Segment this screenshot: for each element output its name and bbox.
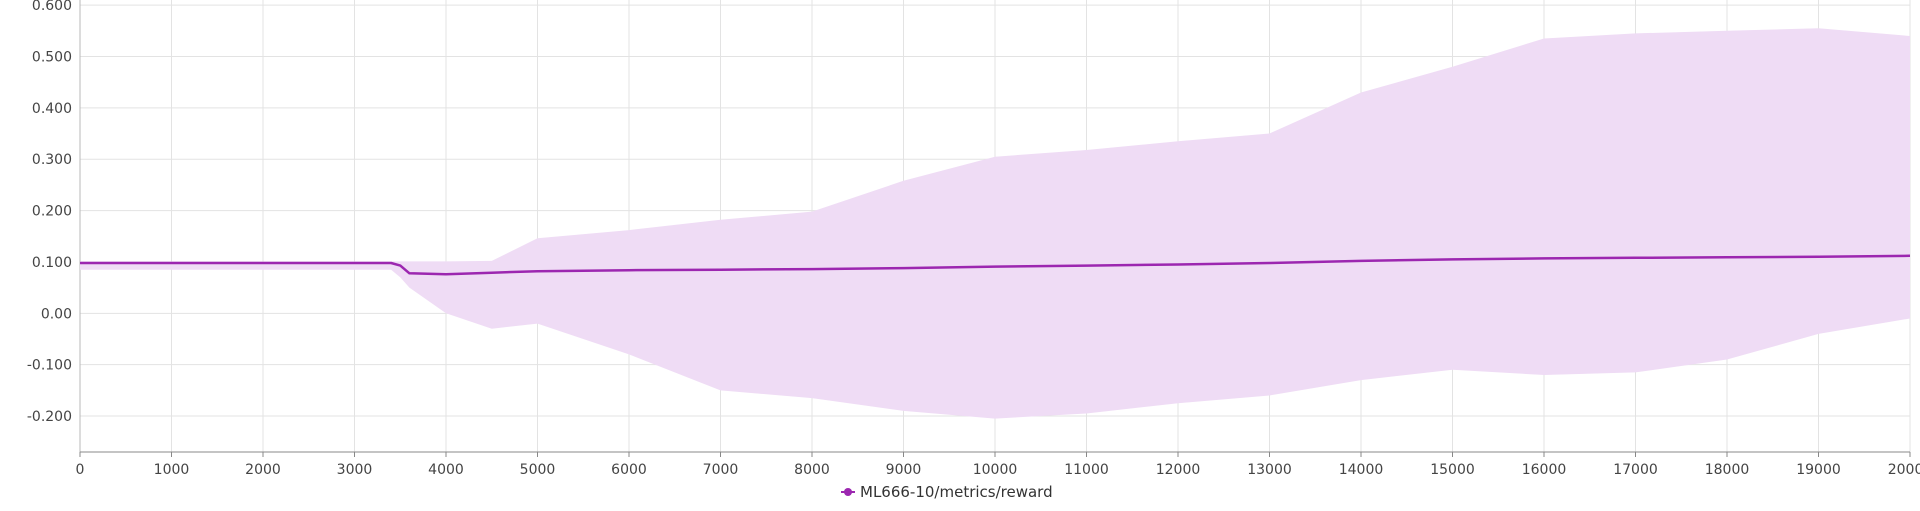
x-tick-label: 6000 xyxy=(611,462,647,478)
x-tick-label: 8000 xyxy=(794,462,830,478)
x-tick-label: 15000 xyxy=(1430,462,1475,478)
x-tick-label: 7000 xyxy=(703,462,739,478)
x-tick-label: 5000 xyxy=(520,462,556,478)
x-tick-label: 2000 xyxy=(245,462,281,478)
y-tick-label: -0.200 xyxy=(27,409,72,425)
x-tick-label: 0 xyxy=(76,462,85,478)
x-tick-label: 10000 xyxy=(973,462,1018,478)
x-tick-label: 13000 xyxy=(1247,462,1292,478)
series-band xyxy=(80,28,1910,419)
y-tick-label: 0.00 xyxy=(41,306,72,322)
x-tick-label: 1000 xyxy=(154,462,190,478)
y-tick-label: 0.500 xyxy=(32,50,72,66)
x-tick-label: 19000 xyxy=(1796,462,1841,478)
x-tick-label: 20000 xyxy=(1888,462,1920,478)
x-tick-label: 14000 xyxy=(1339,462,1384,478)
legend-label: ML666-10/metrics/reward xyxy=(860,483,1053,501)
y-tick-label: 0.200 xyxy=(32,204,72,220)
y-tick-label: 0.100 xyxy=(32,255,72,271)
x-tick-label: 17000 xyxy=(1613,462,1658,478)
y-tick-label: 0.300 xyxy=(32,152,72,168)
x-tick-label: 3000 xyxy=(337,462,373,478)
x-tick-label: 11000 xyxy=(1064,462,1109,478)
legend: ML666-10/metrics/reward xyxy=(841,483,1053,501)
x-tick-label: 9000 xyxy=(886,462,922,478)
x-tick-label: 18000 xyxy=(1705,462,1750,478)
x-tick-label: 4000 xyxy=(428,462,464,478)
y-tick-label: 0.400 xyxy=(32,101,72,117)
y-tick-label: 0.600 xyxy=(32,0,72,14)
x-tick-label: 12000 xyxy=(1156,462,1201,478)
series-line xyxy=(80,254,1911,276)
y-tick-label: -0.100 xyxy=(27,358,72,374)
x-tick-label: 16000 xyxy=(1522,462,1567,478)
legend-marker-icon xyxy=(844,488,852,496)
